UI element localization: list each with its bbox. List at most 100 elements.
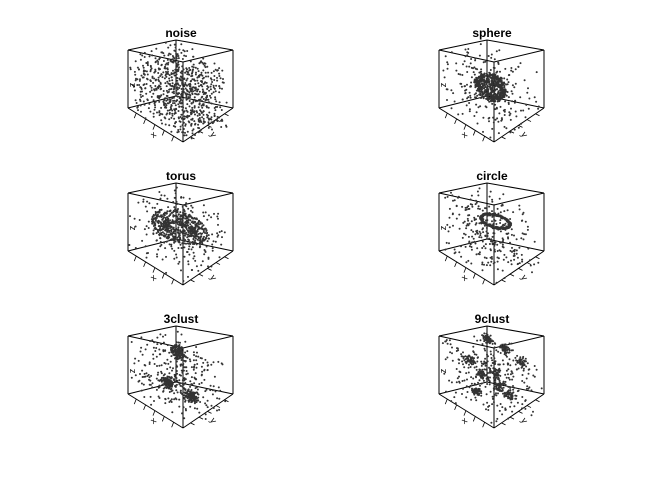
- data-point: [187, 275, 189, 278]
- data-point: [487, 355, 489, 358]
- data-point: [465, 88, 468, 91]
- data-point: [183, 115, 186, 118]
- data-point: [196, 88, 199, 91]
- axis-tick: [207, 124, 212, 128]
- data-point: [465, 208, 468, 211]
- data-point: [178, 373, 181, 376]
- data-point: [445, 88, 448, 91]
- data-point: [190, 389, 193, 391]
- data-point: [179, 79, 182, 82]
- data-point: [515, 394, 518, 397]
- data-point: [183, 78, 186, 80]
- data-point: [182, 239, 185, 242]
- data-point: [200, 121, 203, 123]
- data-point: [197, 269, 200, 272]
- data-point: [160, 119, 163, 122]
- data-point: [135, 102, 138, 104]
- data-point: [214, 68, 217, 71]
- data-point: [182, 196, 185, 199]
- data-point: [204, 99, 207, 102]
- data-point: [206, 218, 209, 221]
- data-point: [129, 68, 132, 71]
- data-point: [200, 235, 202, 238]
- data-point: [502, 380, 505, 383]
- data-point: [498, 49, 501, 52]
- data-point: [197, 227, 200, 230]
- data-point: [137, 109, 139, 112]
- data-point: [171, 109, 174, 112]
- data-point: [184, 87, 187, 90]
- data-point: [489, 249, 492, 252]
- data-point: [193, 230, 196, 233]
- data-point: [201, 61, 204, 64]
- data-point: [174, 50, 177, 53]
- data-point: [143, 103, 146, 106]
- data-point: [171, 211, 174, 214]
- data-point: [198, 219, 200, 222]
- data-point: [170, 130, 173, 133]
- data-point: [480, 75, 483, 77]
- data-point: [195, 71, 197, 74]
- data-point: [462, 357, 465, 360]
- data-point: [166, 382, 169, 385]
- data-point: [203, 253, 206, 256]
- data-point: [491, 200, 494, 203]
- data-point: [213, 62, 216, 65]
- data-point: [204, 81, 207, 84]
- data-point: [134, 247, 137, 249]
- data-point: [499, 374, 502, 377]
- data-point: [503, 253, 506, 256]
- data-point: [505, 391, 508, 394]
- data-point: [160, 208, 163, 211]
- data-point: [476, 231, 479, 234]
- data-point: [207, 71, 210, 74]
- data-point: [157, 87, 160, 90]
- data-point: [175, 56, 178, 58]
- data-point: [510, 107, 512, 110]
- data-point: [505, 83, 508, 86]
- data-point: [194, 123, 196, 126]
- data-point: [196, 351, 198, 354]
- data-point: [473, 335, 476, 338]
- data-point: [220, 126, 223, 128]
- data-point: [182, 128, 185, 130]
- data-point: [489, 96, 492, 99]
- data-point: [179, 220, 182, 223]
- data-point: [166, 344, 169, 347]
- data-point: [168, 351, 171, 354]
- data-point: [197, 106, 200, 109]
- data-point: [508, 74, 511, 76]
- data-point: [478, 379, 481, 382]
- data-point: [207, 265, 209, 268]
- data-point: [188, 239, 190, 242]
- data-point: [507, 236, 509, 239]
- data-point: [177, 247, 180, 249]
- data-point: [142, 200, 145, 203]
- data-point: [193, 354, 195, 356]
- data-point: [218, 72, 221, 75]
- data-point: [152, 112, 155, 115]
- data-point: [466, 83, 468, 86]
- data-point: [473, 66, 476, 69]
- data-point: [524, 116, 527, 119]
- data-point: [196, 218, 198, 221]
- data-point: [483, 332, 486, 335]
- data-point: [181, 65, 184, 68]
- data-point: [171, 82, 174, 85]
- data-point: [155, 232, 158, 235]
- data-point: [191, 118, 194, 121]
- data-point: [537, 261, 540, 264]
- data-point: [470, 220, 473, 223]
- data-point: [198, 85, 200, 88]
- data-point: [173, 380, 176, 383]
- data-point: [451, 194, 454, 197]
- data-point: [505, 369, 508, 372]
- data-point: [497, 228, 500, 231]
- data-point: [491, 102, 494, 105]
- data-point: [131, 84, 134, 86]
- data-point: [503, 277, 506, 279]
- data-point: [491, 342, 494, 345]
- data-point: [200, 60, 202, 63]
- data-point: [496, 96, 499, 99]
- data-point: [149, 84, 152, 87]
